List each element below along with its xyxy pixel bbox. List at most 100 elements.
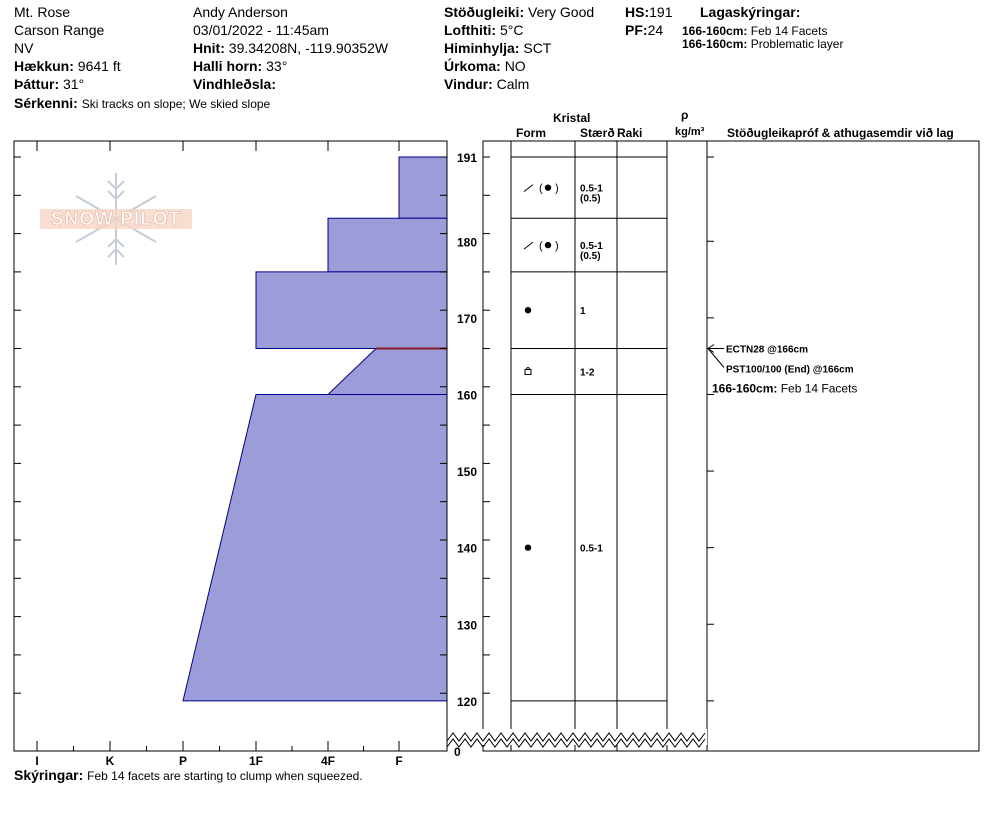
hardness-plot-frame xyxy=(13,140,448,752)
hardness-label-F: F xyxy=(395,754,402,768)
layer-note-1-range: 166-160cm: xyxy=(682,24,748,38)
hardness-layer-3 xyxy=(255,271,448,349)
layer-note-2: 166-160cm: Problematic layer xyxy=(682,37,843,51)
location-name: Mt. Rose xyxy=(14,4,71,20)
stability-value: Very Good xyxy=(528,4,595,20)
rho-header: ρ xyxy=(681,108,689,122)
slope-angle: Halli horn: 33° xyxy=(193,58,287,75)
range-name: Carson Range xyxy=(14,22,105,38)
crystal-size: 0.5-1 xyxy=(580,184,603,195)
stability-tests: ECTN28 @166cm PST100/100 (End) @166cm 166-… xyxy=(707,344,858,396)
wind-label: Vindur: xyxy=(444,76,493,92)
decomposing-form-icon xyxy=(523,184,534,193)
wind-loading-label: Vindhleðsla: xyxy=(193,76,276,92)
hs-label: HS: xyxy=(625,4,650,20)
state-name: NV xyxy=(14,40,34,56)
wind: Vindur: Calm xyxy=(444,76,529,93)
notes-text: Feb 14 facets are starting to clump when… xyxy=(87,769,363,783)
notes-label: Skýringar: xyxy=(14,767,84,783)
aspect-label: Þáttur: xyxy=(14,76,60,92)
hardness-label-I: I xyxy=(35,754,38,768)
paren-close: ) xyxy=(555,183,559,195)
features-label: Sérkenni: xyxy=(14,95,78,111)
paren-open: ( xyxy=(539,240,543,252)
depth-label-130: 130 xyxy=(457,618,477,632)
density-unit-header: kg/m³ xyxy=(675,126,705,138)
hs-value: 191 xyxy=(649,4,673,20)
layer-row-1: () 0.5-1(0.5) xyxy=(523,183,603,205)
layer-row-4: 1-2 xyxy=(524,366,595,378)
elevation-label: Hækkun: xyxy=(14,58,74,74)
observer-name: Andy Anderson xyxy=(193,4,288,20)
layer-row-2: () 0.5-1(0.5) xyxy=(523,240,603,262)
crystal-size-note: (0.5) xyxy=(580,194,601,205)
air-temp: Lofthiti: 5°C xyxy=(444,22,523,39)
coordinates: Hnit: 39.34208N, -119.90352W xyxy=(193,40,388,57)
test-label-2: PST100/100 (End) @166cm xyxy=(726,365,854,376)
layer-note-1-text: Feb 14 Facets xyxy=(750,24,828,38)
slope-label: Halli horn: xyxy=(193,58,263,74)
layer-table-frame xyxy=(482,140,980,752)
precip-label: Úrkoma: xyxy=(444,58,501,74)
layer-comment-text: Feb 14 Facets xyxy=(781,382,858,396)
layer-row-3: 1 xyxy=(524,306,586,317)
stability: Stöðugleiki: Very Good xyxy=(444,4,594,21)
hardness-layer-5 xyxy=(182,393,448,702)
rounds-form-icon xyxy=(544,241,552,249)
snow-height: HS:191 xyxy=(625,4,672,21)
depth-label-zero: 0 xyxy=(454,745,461,759)
air-temp-label: Lofthiti: xyxy=(444,22,497,38)
layer-row-5: 0.5-1 xyxy=(524,544,603,555)
pf-label: PF: xyxy=(625,22,648,38)
pf-value: 24 xyxy=(647,22,664,38)
depth-label-120: 120 xyxy=(457,695,477,709)
hardness-label-1F: 1F xyxy=(249,754,263,768)
chart-frame xyxy=(13,140,980,752)
paren-close: ) xyxy=(555,240,559,252)
hardness-layer-2 xyxy=(327,217,448,273)
crystal-layers: () 0.5-1(0.5)() 0.5-1(0.5)11-20.5-1 xyxy=(511,156,667,702)
depth-label-160: 160 xyxy=(457,388,477,402)
penetration-foot: PF:24 xyxy=(625,22,663,39)
crystal-size: 1 xyxy=(580,306,586,317)
hardness-label-P: P xyxy=(179,754,187,768)
depth-label-170: 170 xyxy=(457,312,477,326)
air-temp-value: 5°C xyxy=(499,22,524,38)
snowpilot-logo: SNOW PILOT xyxy=(40,173,192,265)
depth-label-180: 180 xyxy=(457,235,477,249)
decomposing-form-icon xyxy=(523,241,534,250)
crystal-size: 1-2 xyxy=(580,367,595,378)
hardness-label-4F: 4F xyxy=(321,754,335,768)
precip-value: NO xyxy=(504,58,526,74)
features: Sérkenni: Ski tracks on slope; We skied … xyxy=(14,95,270,112)
size-header: Stærð xyxy=(580,126,615,140)
faceted-rounds-arc xyxy=(525,366,531,370)
coords-value: 39.34208N, -119.90352W xyxy=(228,40,389,56)
features-value: Ski tracks on slope; We skied slope xyxy=(81,97,271,111)
precipitation: Úrkoma: NO xyxy=(444,58,526,75)
tests-header: Stöðugleikapróf & athugasemdir við lag xyxy=(727,126,954,140)
sky-label: Himinhylja: xyxy=(444,40,520,56)
aspect-value: 31° xyxy=(63,76,85,92)
crystal-header: Kristal xyxy=(553,111,591,125)
form-header: Form xyxy=(516,126,546,140)
depth-label-140: 140 xyxy=(457,542,477,556)
rounds-form-icon xyxy=(524,544,532,551)
elevation: Hækkun: 9641 ft xyxy=(14,58,121,75)
sky-value: SCT xyxy=(523,40,552,56)
slope-value: 33° xyxy=(266,58,288,74)
hardness-axis: I K P 1F 4F F xyxy=(35,141,403,768)
test-pointer-2 xyxy=(707,348,725,368)
crystal-size: 0.5-1 xyxy=(580,241,603,252)
wind-loading: Vindhleðsla: xyxy=(193,76,276,93)
layer-note-2-range: 166-160cm: xyxy=(682,37,748,51)
faceted-rounds-form-icon xyxy=(524,368,532,375)
moisture-header: Raki xyxy=(617,126,643,140)
axis-break-upper xyxy=(446,732,706,742)
depth-label-150: 150 xyxy=(457,465,477,479)
hardness-layer-1 xyxy=(398,156,448,219)
sky-cover: Himinhylja: SCT xyxy=(444,40,551,57)
paren-open: ( xyxy=(539,183,543,195)
depth-axis: 191 180 170 160 150 140 130 120 0 xyxy=(14,151,714,759)
